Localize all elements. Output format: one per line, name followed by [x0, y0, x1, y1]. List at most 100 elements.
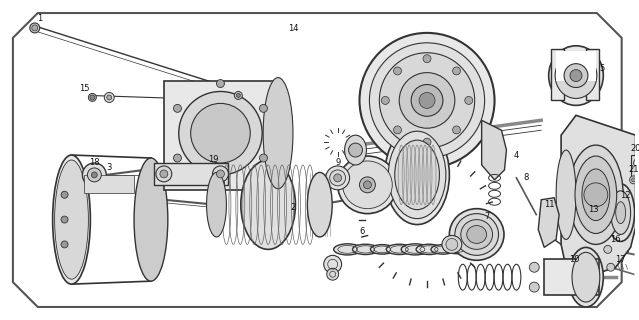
- Circle shape: [604, 245, 612, 253]
- Ellipse shape: [455, 214, 498, 255]
- Text: 10: 10: [569, 255, 579, 264]
- Circle shape: [236, 93, 240, 97]
- Circle shape: [82, 163, 106, 187]
- Circle shape: [61, 191, 68, 198]
- Circle shape: [584, 183, 608, 207]
- Ellipse shape: [555, 53, 597, 99]
- Ellipse shape: [446, 245, 468, 254]
- Circle shape: [213, 166, 228, 182]
- Text: 8: 8: [523, 173, 529, 182]
- Ellipse shape: [334, 244, 362, 255]
- Ellipse shape: [569, 247, 603, 307]
- Ellipse shape: [353, 244, 378, 254]
- Text: 1: 1: [37, 14, 42, 23]
- Ellipse shape: [611, 191, 631, 235]
- Circle shape: [30, 23, 40, 33]
- Ellipse shape: [307, 172, 332, 237]
- Ellipse shape: [344, 135, 366, 165]
- Text: 21: 21: [628, 165, 639, 174]
- Circle shape: [235, 92, 242, 100]
- Circle shape: [631, 178, 636, 182]
- Ellipse shape: [337, 156, 397, 214]
- Text: 15: 15: [79, 84, 89, 93]
- Circle shape: [259, 104, 268, 112]
- Circle shape: [399, 73, 455, 128]
- Circle shape: [217, 170, 224, 178]
- Circle shape: [452, 126, 461, 134]
- Circle shape: [174, 154, 181, 162]
- Circle shape: [360, 177, 375, 193]
- Ellipse shape: [54, 160, 88, 279]
- Ellipse shape: [395, 140, 440, 210]
- Circle shape: [411, 84, 443, 116]
- Text: 6: 6: [360, 227, 365, 236]
- Polygon shape: [538, 198, 559, 247]
- Text: 20: 20: [630, 144, 639, 153]
- Text: 13: 13: [589, 205, 599, 214]
- Circle shape: [629, 176, 638, 184]
- Circle shape: [61, 216, 68, 223]
- Circle shape: [423, 55, 431, 63]
- Bar: [631, 155, 639, 179]
- Text: 18: 18: [89, 158, 100, 167]
- Circle shape: [327, 268, 339, 280]
- Circle shape: [88, 168, 102, 182]
- Circle shape: [360, 33, 495, 168]
- Ellipse shape: [401, 244, 429, 255]
- Circle shape: [91, 172, 97, 178]
- Bar: [556, 51, 596, 81]
- Ellipse shape: [616, 202, 626, 224]
- Text: 9: 9: [335, 158, 341, 167]
- Ellipse shape: [263, 77, 293, 189]
- Polygon shape: [551, 49, 564, 100]
- Circle shape: [465, 96, 473, 104]
- Circle shape: [217, 179, 224, 187]
- Ellipse shape: [442, 236, 462, 253]
- Text: 5: 5: [599, 64, 604, 73]
- Circle shape: [190, 103, 250, 163]
- Circle shape: [419, 92, 435, 108]
- Text: 11: 11: [544, 200, 555, 209]
- Text: 17: 17: [615, 255, 626, 264]
- Circle shape: [348, 143, 362, 157]
- Circle shape: [529, 262, 539, 272]
- Ellipse shape: [572, 252, 600, 302]
- Circle shape: [334, 174, 342, 182]
- Circle shape: [324, 255, 342, 273]
- Circle shape: [380, 53, 475, 148]
- Bar: [84, 175, 134, 193]
- Text: 12: 12: [620, 191, 631, 200]
- Ellipse shape: [389, 131, 446, 219]
- Circle shape: [61, 241, 68, 248]
- Circle shape: [634, 158, 639, 168]
- Circle shape: [160, 170, 168, 178]
- Ellipse shape: [461, 220, 493, 249]
- Ellipse shape: [461, 245, 481, 253]
- Circle shape: [364, 181, 371, 189]
- Circle shape: [529, 282, 539, 292]
- Circle shape: [174, 104, 181, 112]
- Circle shape: [369, 43, 484, 158]
- Circle shape: [423, 138, 431, 146]
- Ellipse shape: [385, 125, 449, 225]
- Text: 16: 16: [610, 235, 621, 244]
- Circle shape: [259, 154, 268, 162]
- Bar: [544, 259, 599, 295]
- Text: 14: 14: [288, 24, 298, 33]
- Ellipse shape: [446, 238, 458, 250]
- Circle shape: [107, 95, 112, 100]
- Bar: [154, 163, 228, 185]
- Text: 7: 7: [484, 212, 489, 221]
- Circle shape: [179, 92, 262, 175]
- Circle shape: [570, 70, 582, 82]
- Ellipse shape: [387, 244, 412, 254]
- Circle shape: [394, 67, 401, 75]
- Ellipse shape: [556, 150, 576, 239]
- Polygon shape: [586, 49, 599, 100]
- Circle shape: [156, 166, 172, 182]
- Bar: [164, 81, 278, 190]
- Circle shape: [88, 93, 96, 101]
- Ellipse shape: [241, 160, 295, 249]
- Ellipse shape: [343, 161, 392, 209]
- Ellipse shape: [371, 244, 394, 254]
